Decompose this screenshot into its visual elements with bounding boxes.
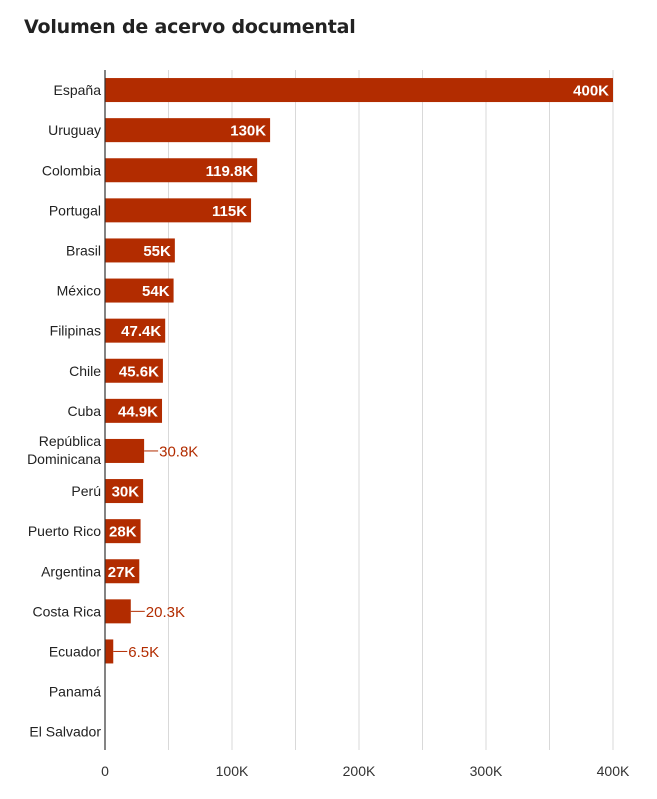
bar [105, 479, 144, 504]
x-tick-label: 0 [101, 763, 109, 779]
category-label: Costa Rica [33, 603, 102, 619]
bar [105, 519, 141, 544]
category-label: Portugal [49, 202, 101, 218]
category-label: Panamá [49, 684, 101, 700]
value-label: 27K [108, 564, 136, 581]
category-label: España [54, 82, 102, 98]
bar [105, 238, 175, 263]
value-label: 130K [230, 123, 266, 140]
bar [105, 358, 163, 383]
x-tick-label: 100K [216, 763, 249, 779]
x-tick-label: 400K [597, 763, 630, 779]
value-label: 30.8K [159, 443, 198, 460]
category-label: Brasil [66, 242, 101, 258]
value-label: 44.9K [118, 403, 158, 420]
value-label: 54K [142, 283, 170, 300]
category-label: El Salvador [29, 724, 101, 740]
value-label: 6.5K [128, 644, 159, 661]
x-tick-label: 300K [470, 763, 503, 779]
bar [105, 278, 174, 303]
value-label: 400K [573, 83, 609, 100]
bar [105, 438, 145, 463]
bar [105, 559, 140, 584]
bar [105, 318, 166, 343]
bar [105, 639, 114, 664]
category-label: Argentina [41, 563, 101, 579]
bar [105, 78, 613, 103]
value-label: 45.6K [119, 363, 159, 380]
value-label: 119.8K [206, 163, 254, 180]
bar [105, 398, 163, 423]
bar [105, 198, 252, 223]
x-tick-label: 200K [343, 763, 376, 779]
category-label: Chile [69, 363, 101, 379]
bar [105, 158, 258, 183]
category-label: Puerto Rico [28, 523, 101, 539]
category-label: Ecuador [49, 643, 101, 659]
value-label: 55K [143, 243, 171, 260]
category-label: México [57, 283, 102, 299]
value-label: 20.3K [146, 604, 185, 621]
category-label: Filipinas [50, 323, 101, 339]
category-label: Colombia [42, 162, 101, 178]
gridlines [168, 70, 614, 750]
bar [105, 599, 131, 624]
value-label: 47.4K [121, 323, 161, 340]
category-label: República Dominicana [27, 433, 101, 467]
category-label: Cuba [68, 403, 102, 419]
value-label: 115K [212, 203, 247, 220]
value-label: 28K [109, 524, 137, 541]
bar [105, 118, 271, 143]
value-label: 30K [112, 484, 140, 501]
category-label: Uruguay [48, 122, 101, 138]
chart-title: Volumen de acervo documental [24, 16, 356, 38]
category-label: Perú [71, 483, 101, 499]
